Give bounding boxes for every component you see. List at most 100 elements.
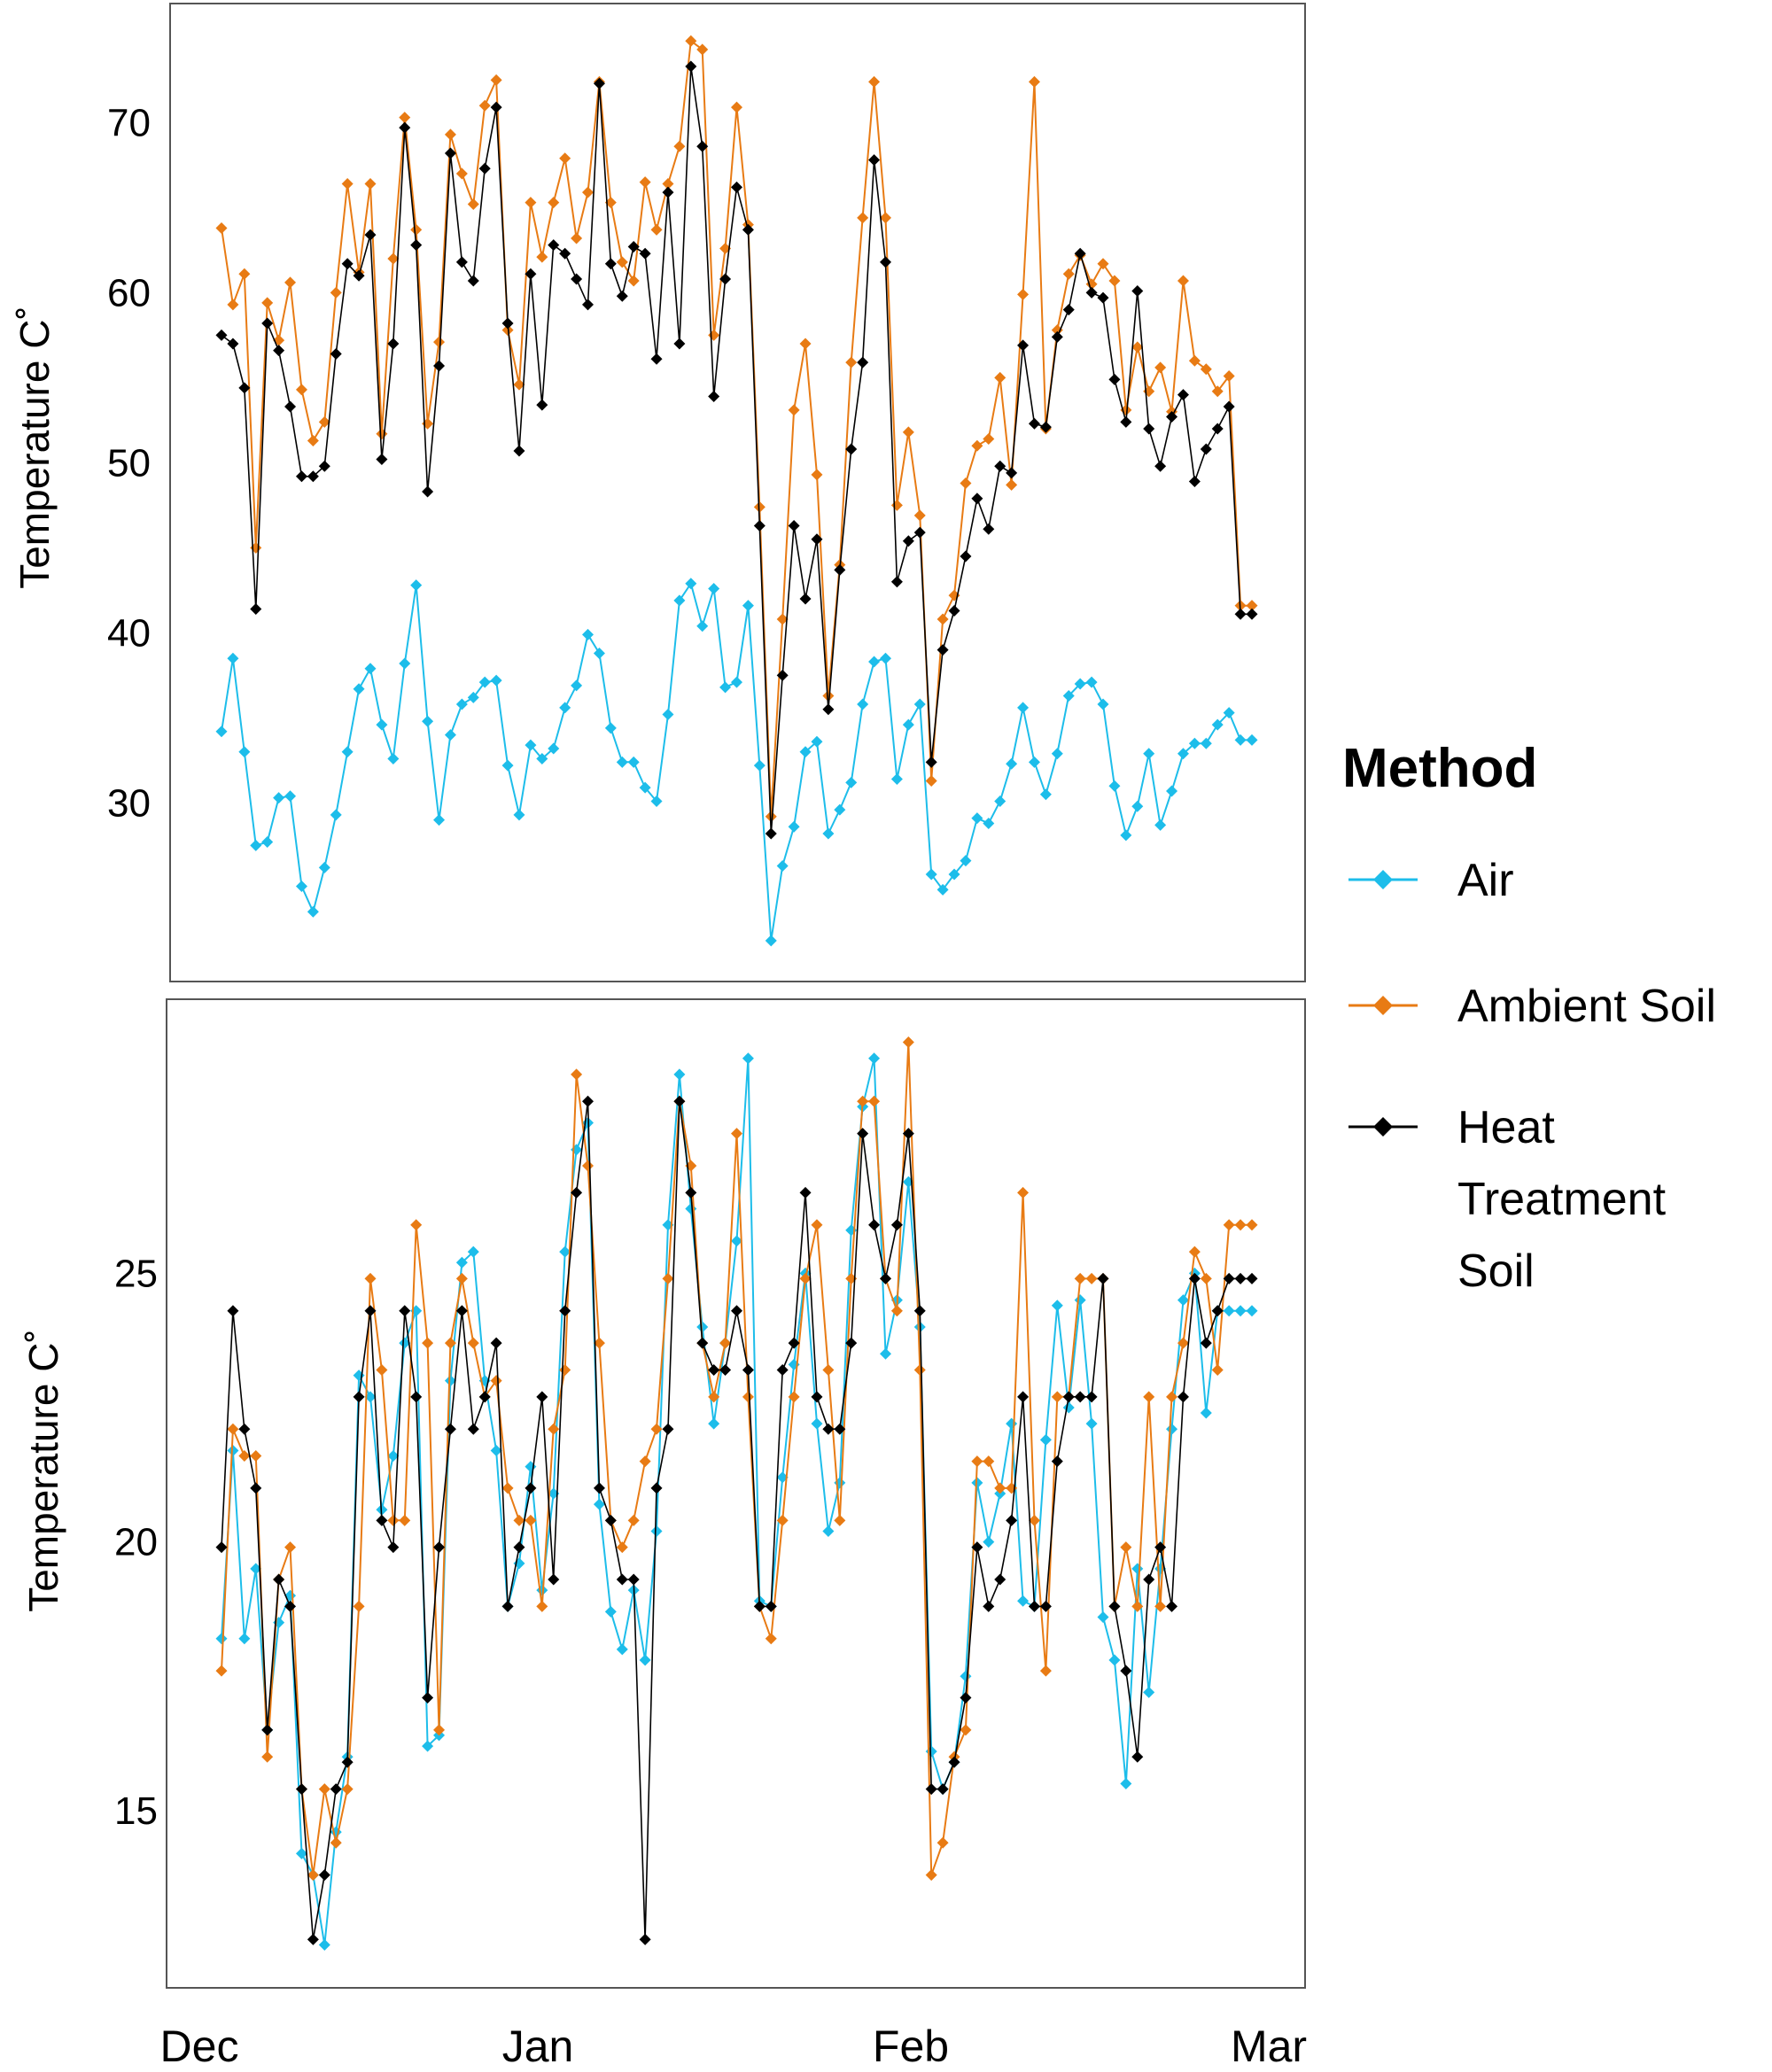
- data-point: [708, 391, 720, 403]
- data-point: [1120, 1665, 1132, 1677]
- data-point: [845, 1337, 858, 1349]
- data-point: [341, 1783, 354, 1796]
- data-point: [422, 1740, 434, 1752]
- data-point: [902, 1036, 914, 1049]
- data-point: [353, 1391, 365, 1403]
- x-tick-label: Feb: [873, 2022, 949, 2071]
- data-point: [925, 774, 937, 787]
- data-point: [536, 1391, 548, 1403]
- data-point: [983, 1536, 995, 1548]
- data-point: [238, 382, 251, 394]
- data-point: [1051, 748, 1063, 760]
- data-point: [719, 1364, 732, 1376]
- data-point: [1097, 1611, 1109, 1623]
- data-point: [1039, 1665, 1052, 1677]
- data-point: [937, 1836, 949, 1849]
- data-point: [639, 247, 651, 260]
- data-point: [250, 603, 262, 616]
- data-point: [1200, 1407, 1212, 1419]
- data-point: [650, 1525, 663, 1537]
- data-point: [295, 1847, 307, 1859]
- data-point: [765, 827, 777, 840]
- data-point: [731, 1305, 742, 1317]
- data-point: [776, 859, 789, 872]
- x-axis: Dec Jan Feb Mar: [160, 2022, 1308, 2071]
- data-point: [433, 1724, 446, 1736]
- data-point: [433, 1541, 446, 1554]
- plot-frame: [166, 998, 1306, 1989]
- data-point: [410, 1219, 423, 1231]
- data-point: [330, 809, 342, 821]
- data-point: [1143, 1573, 1155, 1586]
- data-point: [1246, 608, 1258, 620]
- data-point: [284, 276, 297, 289]
- data-point: [571, 232, 583, 244]
- data-point: [490, 1444, 502, 1456]
- data-point: [525, 1514, 537, 1526]
- data-point: [616, 1541, 628, 1554]
- data-point: [753, 501, 766, 513]
- data-point: [525, 739, 537, 751]
- data-point: [330, 1783, 342, 1796]
- data-point: [455, 1305, 468, 1317]
- data-point: [983, 433, 995, 446]
- data-point: [960, 550, 972, 563]
- data-point: [593, 1482, 605, 1494]
- data-point: [1166, 1600, 1178, 1612]
- data-point: [215, 221, 228, 234]
- data-point: [742, 1391, 754, 1403]
- data-point: [250, 839, 262, 851]
- data-point: [215, 1665, 228, 1677]
- data-point: [822, 1525, 835, 1537]
- data-point: [902, 426, 914, 438]
- data-point: [422, 715, 434, 727]
- data-point: [295, 880, 307, 892]
- data-point: [261, 317, 274, 330]
- data-point: [399, 1514, 411, 1526]
- data-point: [868, 1095, 881, 1107]
- data-point: [742, 1052, 754, 1065]
- data-point: [422, 485, 434, 498]
- data-point: [890, 773, 903, 786]
- x-tick-label: Dec: [160, 2022, 239, 2071]
- data-point: [1143, 748, 1155, 760]
- data-point: [1154, 1600, 1167, 1612]
- data-point: [364, 1391, 377, 1403]
- data-point: [845, 776, 858, 788]
- data-point: [1223, 1272, 1235, 1284]
- data-point: [318, 1869, 330, 1882]
- data-point: [273, 345, 285, 357]
- data-point: [1211, 1305, 1224, 1317]
- legend-label: Air: [1457, 855, 1514, 906]
- data-point: [490, 1375, 502, 1387]
- data-point: [341, 1756, 354, 1768]
- data-point: [994, 1573, 1006, 1586]
- data-point: [433, 336, 446, 348]
- legend: Method Air Ambient Soil Heat Treatment Soil: [1342, 738, 1716, 1297]
- data-point: [1143, 423, 1155, 435]
- data-point: [650, 795, 663, 807]
- data-point: [902, 718, 914, 731]
- data-point: [753, 759, 766, 772]
- data-point: [834, 563, 846, 576]
- data-point: [1108, 780, 1121, 792]
- data-point: [1028, 756, 1040, 768]
- data-point: [1039, 1433, 1052, 1446]
- data-point: [1234, 1219, 1247, 1231]
- data-point: [444, 1423, 456, 1435]
- data-point: [238, 746, 251, 758]
- data-point: [433, 814, 446, 826]
- data-point: [811, 1391, 823, 1403]
- data-point: [295, 384, 307, 396]
- legend-label: Ambient Soil: [1457, 981, 1716, 1032]
- data-point: [1177, 389, 1189, 401]
- y-axis-label: Temperature C˚: [12, 306, 58, 589]
- data-point: [1223, 707, 1235, 719]
- data-point: [1097, 291, 1109, 304]
- data-point: [1188, 1246, 1201, 1258]
- data-point: [295, 470, 307, 483]
- data-point: [1108, 1654, 1121, 1666]
- data-point: [387, 752, 400, 764]
- data-point: [1120, 1541, 1132, 1554]
- data-point: [548, 1423, 560, 1435]
